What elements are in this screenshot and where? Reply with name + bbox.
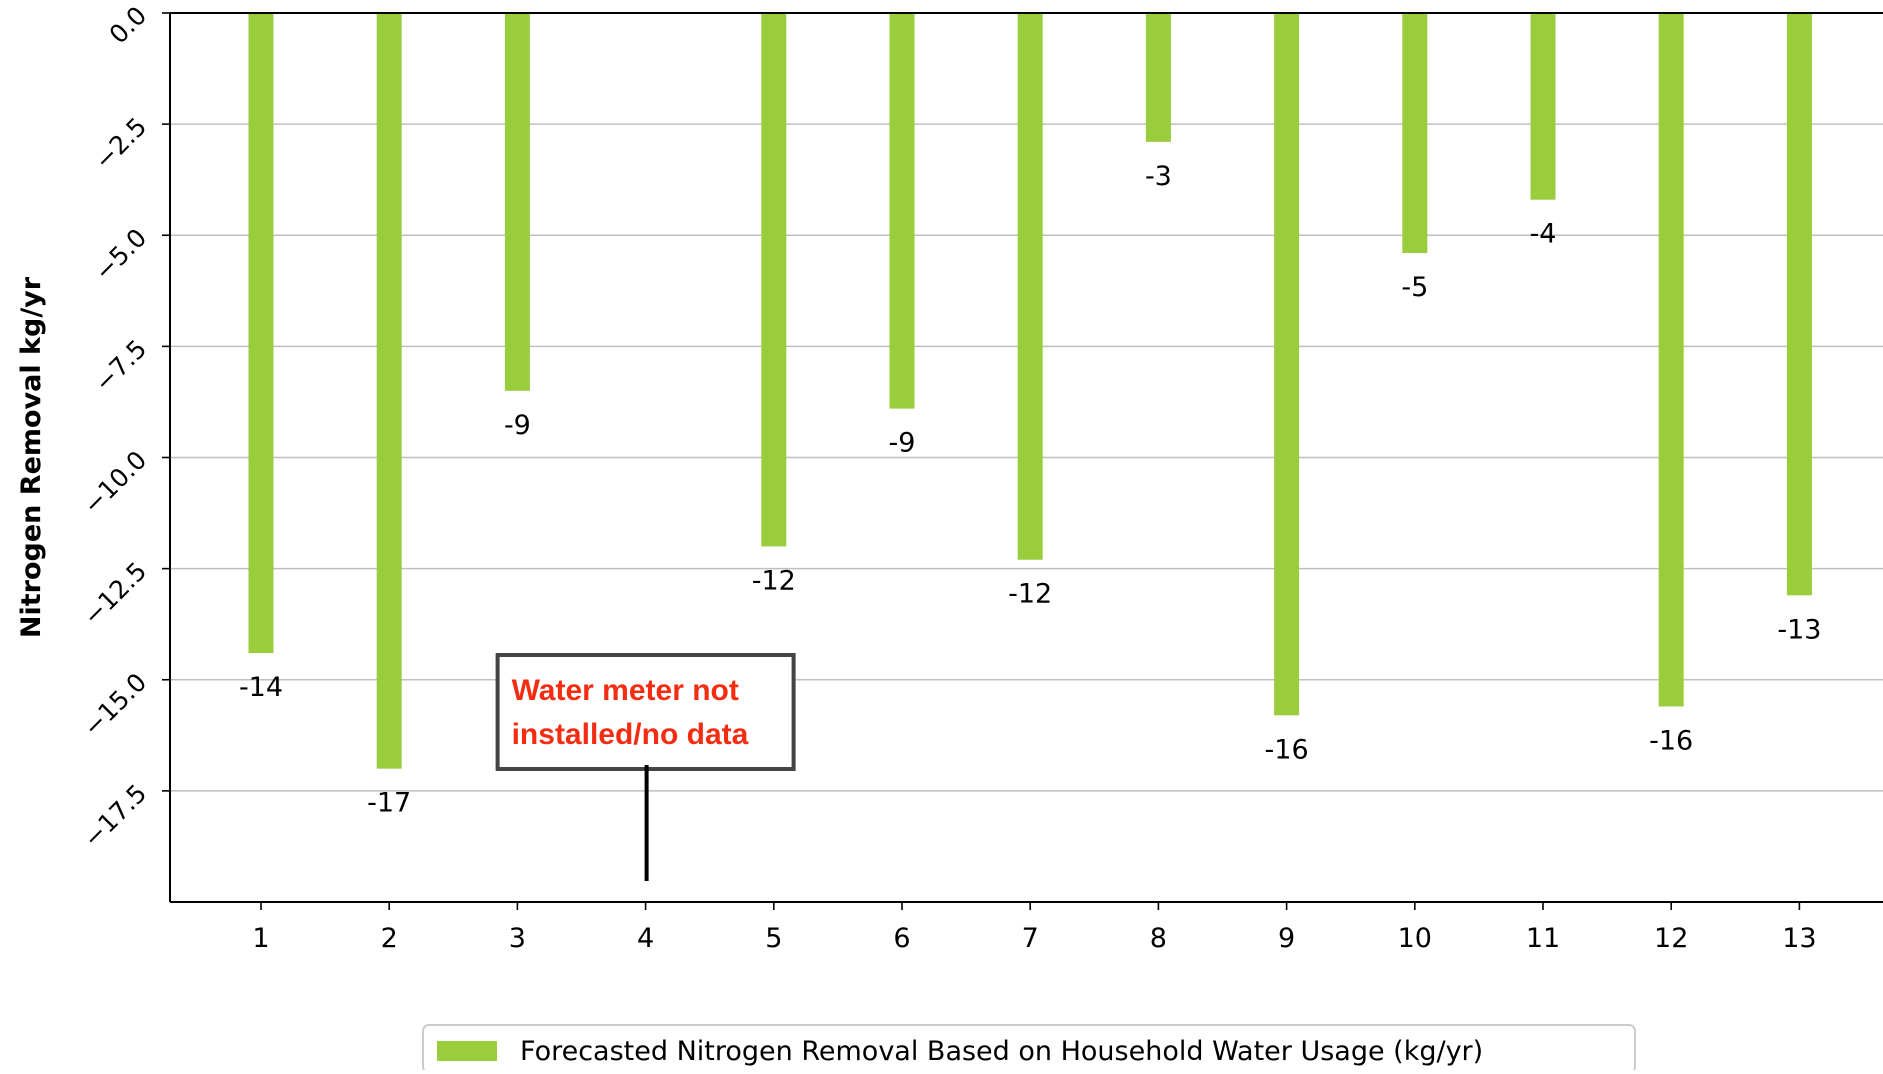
bar [1658, 13, 1684, 707]
data-label: -12 [1008, 579, 1052, 610]
data-label: -3 [1145, 161, 1172, 192]
bar [1274, 13, 1300, 716]
y-tick-label: −2.5 [89, 112, 152, 175]
x-tick-label: 10 [1398, 923, 1432, 954]
data-label: -14 [239, 672, 283, 703]
annotation-text-line: Water meter not [512, 674, 739, 707]
data-label: -9 [889, 428, 916, 459]
bar [376, 13, 402, 769]
data-label: -9 [504, 410, 531, 441]
data-label: -4 [1530, 219, 1557, 250]
y-tick-label: −15.0 [78, 667, 153, 742]
y-tick-label: −7.5 [89, 334, 152, 397]
bar [761, 13, 787, 547]
data-label: -16 [1265, 734, 1309, 765]
legend-label: Forecasted Nitrogen Removal Based on Hou… [520, 1036, 1483, 1067]
x-tick-label: 11 [1526, 923, 1560, 954]
data-label: -12 [752, 565, 796, 596]
bars [248, 13, 1812, 769]
x-tick-label: 7 [1022, 923, 1039, 954]
x-tick-label: 6 [893, 923, 910, 954]
x-tick-label: 9 [1278, 923, 1295, 954]
annotation-box [495, 653, 796, 771]
data-label: -13 [1777, 614, 1821, 645]
x-tick-label: 5 [765, 923, 782, 954]
x-tick-label: 12 [1654, 923, 1688, 954]
annotation: Water meter not installed/no data [495, 653, 796, 881]
axes: 0.0−2.5−5.0−7.5−10.0−12.5−15.0−17.51 2 3 4 5… [16, 1, 1883, 954]
y-tick-label: −10.0 [78, 445, 153, 520]
x-tick-label: 3 [509, 923, 526, 954]
bar [1017, 13, 1043, 560]
y-tick-label: −12.5 [78, 556, 153, 631]
bar [1402, 13, 1428, 254]
y-tick-label: −17.5 [78, 779, 153, 854]
x-tick-label: 4 [637, 923, 654, 954]
x-tick-label: 2 [381, 923, 398, 954]
bar [248, 13, 274, 654]
data-label: -17 [367, 788, 411, 819]
annotation-text-line: installed/no data [512, 718, 749, 751]
data-label: -5 [1401, 272, 1428, 303]
x-tick-label: 1 [252, 923, 269, 954]
legend: Forecasted Nitrogen Removal Based on Hou… [422, 1024, 1636, 1074]
x-tick-label: 13 [1782, 923, 1816, 954]
bar [1145, 13, 1171, 142]
y-axis-title: Nitrogen Removal kg/yr [16, 276, 47, 638]
y-tick-label: −5.0 [89, 223, 152, 286]
data-labels: -14 -17 -9 -12 -9 -12 -3 -16 -5 -4 -16 -13 [239, 161, 1822, 819]
bar [504, 13, 530, 391]
bar [889, 13, 915, 409]
bar [1786, 13, 1812, 596]
legend-swatch [437, 1041, 497, 1061]
y-tick-label: 0.0 [104, 1, 153, 50]
x-tick-label: 8 [1150, 923, 1167, 954]
bar [1530, 13, 1556, 200]
data-label: -16 [1649, 725, 1693, 756]
